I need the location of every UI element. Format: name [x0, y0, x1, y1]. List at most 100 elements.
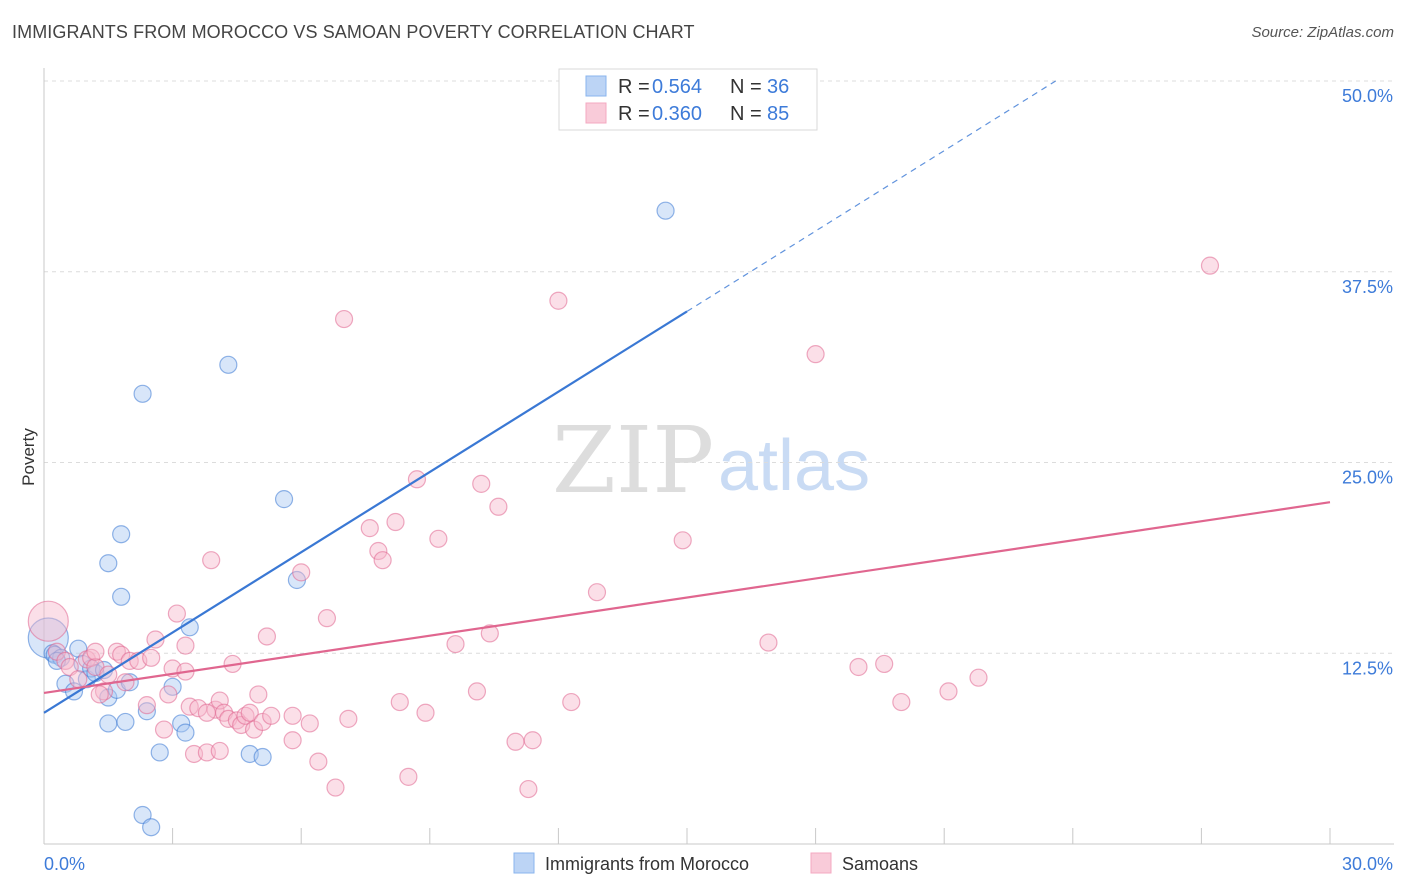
samoans-point	[142, 648, 161, 667]
samoans-point	[309, 752, 328, 771]
x-tick-label-min: 0.0%	[44, 854, 85, 874]
y-tick-label-3: 50.0%	[1342, 86, 1393, 106]
samoans-point	[399, 767, 418, 786]
samoans-point	[429, 529, 448, 548]
morocco-trend-line	[43, 310, 688, 714]
samoans-point	[154, 720, 174, 739]
bottom-legend-label-morocco: Immigrants from Morocco	[545, 854, 749, 874]
samoans-point	[523, 731, 542, 750]
y-axis-label: Poverty	[19, 428, 38, 486]
samoans-point	[69, 670, 88, 689]
morocco-point	[99, 714, 118, 733]
samoans-point	[159, 685, 178, 704]
gridlines	[44, 80, 1394, 654]
samoans-point	[27, 600, 69, 642]
samoans-point	[849, 657, 868, 677]
samoans-point	[587, 583, 607, 602]
samoans-point	[202, 551, 221, 570]
samoans-point	[892, 692, 911, 712]
samoans-point	[446, 634, 465, 654]
samoans-point	[292, 563, 311, 582]
watermark-zip: ZIP	[552, 407, 714, 514]
samoans-point	[317, 609, 337, 628]
morocco-point	[116, 712, 135, 732]
samoans-point	[249, 685, 268, 704]
samoans-point	[386, 512, 405, 532]
samoans-point	[300, 714, 319, 733]
legend-n-value-samoans: 85	[767, 103, 789, 125]
bottom-legend-swatch-samoans	[810, 852, 832, 874]
samoans-point	[210, 741, 229, 761]
samoans-point	[283, 706, 302, 725]
samoans-point	[759, 633, 778, 652]
morocco-point	[137, 702, 156, 721]
samoans-point	[369, 541, 388, 561]
bottom-legend-label-samoans: Samoans	[842, 854, 918, 874]
samoans-point	[176, 636, 195, 655]
x-axis-ticks	[172, 828, 1331, 844]
bottom-legend-swatch-morocco	[513, 852, 535, 874]
samoans-point	[137, 696, 156, 715]
morocco-point	[112, 587, 131, 606]
morocco-point	[112, 525, 131, 544]
legend-r-label-morocco: R =	[618, 76, 650, 98]
samoans-point	[1200, 256, 1220, 275]
samoans-point	[240, 703, 259, 722]
samoans-point	[373, 551, 392, 570]
trend-lines	[43, 80, 1331, 714]
legend: R = 0.564 N = 36 R = 0.360 N = 85	[558, 68, 818, 131]
samoans-point	[167, 604, 186, 623]
source-credit: Source: ZipAtlas.com	[1251, 24, 1394, 41]
samoans-point	[875, 654, 894, 674]
data-points	[27, 201, 1220, 837]
samoans-point	[90, 685, 109, 704]
samoans-trend-line	[43, 501, 1331, 695]
morocco-point	[142, 818, 161, 837]
y-tick-label-0: 12.5%	[1342, 658, 1393, 678]
samoans-point	[562, 692, 581, 712]
samoans-point	[339, 709, 358, 728]
legend-n-value-morocco: 36	[767, 76, 789, 98]
samoans-point	[146, 630, 165, 649]
y-tick-label-2: 37.5%	[1342, 277, 1393, 297]
samoans-point	[467, 682, 487, 701]
bottom-legend: Immigrants from Morocco Samoans	[513, 852, 918, 874]
samoans-point	[283, 731, 302, 750]
samoans-point	[806, 345, 825, 364]
legend-n-label-samoans: N =	[730, 103, 762, 125]
samoans-point	[326, 778, 345, 797]
legend-r-value-morocco: 0.564	[652, 76, 702, 98]
samoans-point	[673, 531, 692, 550]
morocco-point	[274, 490, 294, 509]
morocco-point	[150, 743, 169, 762]
legend-r-label-samoans: R =	[618, 103, 650, 125]
morocco-point	[656, 201, 675, 220]
morocco-point	[176, 723, 195, 742]
samoans-point	[472, 474, 491, 493]
samoans-point	[969, 668, 988, 687]
morocco-point	[172, 714, 191, 733]
samoans-point	[390, 692, 409, 712]
legend-swatch-morocco	[585, 75, 607, 97]
samoans-point	[197, 703, 216, 722]
morocco-point	[99, 554, 118, 573]
samoans-point	[480, 624, 499, 643]
samoans-point	[519, 779, 538, 799]
legend-r-value-samoans: 0.360	[652, 103, 702, 125]
chart-title: IMMIGRANTS FROM MOROCCO VS SAMOAN POVERT…	[12, 22, 695, 42]
samoans-point	[262, 706, 281, 725]
samoans-point	[489, 497, 508, 516]
samoans-point	[416, 703, 435, 722]
samoans-point	[360, 519, 379, 538]
samoans-point	[86, 642, 105, 661]
x-tick-label-max: 30.0%	[1342, 854, 1393, 874]
legend-n-label-morocco: N =	[730, 76, 762, 98]
samoans-point	[257, 627, 277, 646]
samoans-point	[549, 291, 568, 310]
samoans-point	[939, 682, 958, 701]
morocco-point	[219, 355, 238, 374]
y-tick-label-1: 25.0%	[1342, 468, 1393, 488]
watermark-atlas: atlas	[718, 426, 870, 506]
legend-swatch-samoans	[585, 102, 607, 124]
